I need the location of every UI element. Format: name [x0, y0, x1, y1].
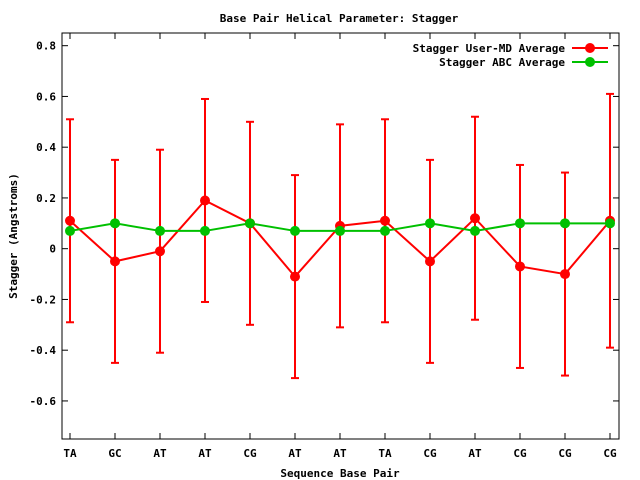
x-tick-label: CG: [558, 447, 572, 460]
data-point-series-1: [425, 218, 435, 229]
x-axis: TA GC AT AT CG AT AT TA CG AT CG CG CG: [63, 33, 617, 460]
legend-marker-user-md: [585, 43, 595, 53]
data-point-series-1: [245, 218, 255, 229]
data-point-series-0: [515, 261, 525, 272]
data-point-series-0: [560, 269, 570, 280]
x-tick-label: AT: [333, 447, 347, 460]
data-point-series-1: [110, 218, 120, 229]
data-point-series-0: [200, 195, 210, 206]
legend-label-user-md: Stagger User-MD Average: [413, 42, 566, 55]
data-point-series-1: [605, 218, 615, 229]
y-tick-label: 0.4: [36, 141, 56, 154]
x-tick-label: CG: [513, 447, 527, 460]
data-point-series-0: [380, 215, 390, 226]
legend-label-abc: Stagger ABC Average: [439, 56, 565, 69]
data-point-series-1: [200, 225, 210, 236]
y-tick-label: 0.2: [36, 192, 56, 205]
x-tick-label: CG: [423, 447, 437, 460]
y-axis-label: Stagger (Angstroms): [7, 173, 20, 299]
series-layer: [65, 92, 615, 380]
x-axis-label: Sequence Base Pair: [280, 467, 400, 480]
x-tick-label: AT: [288, 447, 302, 460]
y-tick-label: 0.6: [36, 90, 56, 103]
data-point-series-0: [155, 246, 165, 257]
x-tick-label: AT: [468, 447, 482, 460]
x-tick-label: AT: [153, 447, 167, 460]
data-point-series-1: [380, 225, 390, 236]
x-tick-label: GC: [108, 447, 121, 460]
y-axis: -0.6 -0.4 -0.2 0 0.2 0.4 0.6 0.8: [30, 40, 619, 408]
data-point-series-1: [65, 225, 75, 236]
y-tick-label: 0: [49, 243, 56, 256]
data-point-series-0: [425, 256, 435, 267]
y-tick-label: -0.4: [30, 344, 57, 357]
data-point-series-1: [470, 225, 480, 236]
y-tick-label: -0.6: [30, 395, 57, 408]
data-point-series-1: [515, 218, 525, 229]
y-tick-label: -0.2: [30, 293, 57, 306]
data-point-series-1: [290, 225, 300, 236]
x-tick-label: CG: [603, 447, 617, 460]
x-tick-label: TA: [63, 447, 77, 460]
chart-title: Base Pair Helical Parameter: Stagger: [220, 12, 459, 25]
x-tick-label: TA: [378, 447, 392, 460]
data-point-series-0: [290, 271, 300, 282]
data-point-series-1: [155, 225, 165, 236]
y-tick-label: 0.8: [36, 40, 56, 53]
data-point-series-1: [560, 218, 570, 229]
data-point-series-0: [110, 256, 120, 267]
legend: Stagger User-MD Average Stagger ABC Aver…: [413, 42, 608, 69]
data-point-series-0: [470, 213, 480, 224]
x-tick-label: CG: [243, 447, 257, 460]
data-point-series-0: [65, 215, 75, 226]
legend-marker-abc: [585, 57, 595, 67]
data-point-series-1: [335, 225, 345, 236]
x-tick-label: AT: [198, 447, 212, 460]
